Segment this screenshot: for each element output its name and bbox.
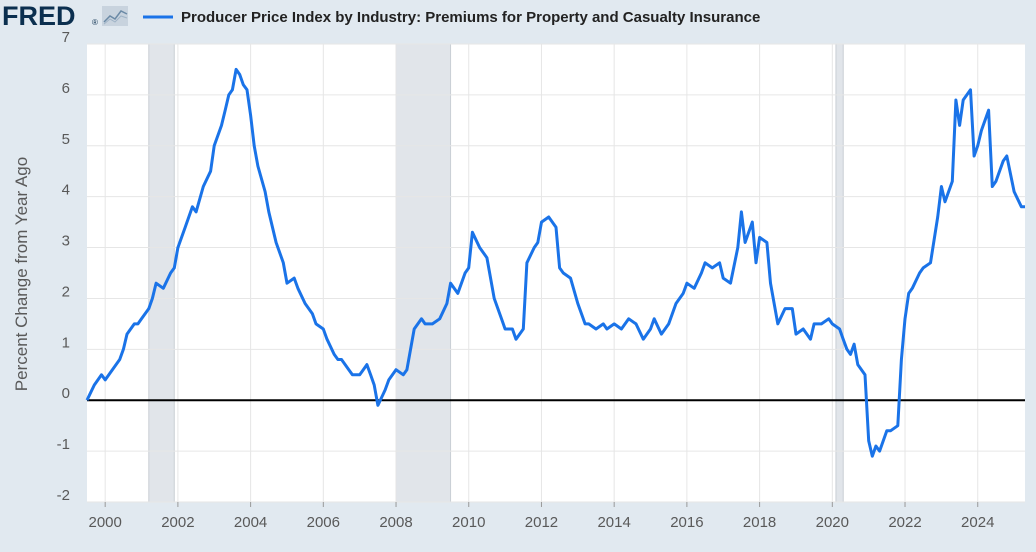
recession-band [835, 43, 844, 503]
x-tick-label: 2016 [670, 514, 703, 531]
fred-chart-icon [102, 6, 128, 26]
y-tick-label: 0 [62, 385, 70, 402]
y-tick-label: 6 [62, 80, 70, 97]
series-line [85, 67, 1025, 458]
x-tick-label: 2000 [88, 514, 121, 531]
x-tick-label: 2020 [816, 514, 849, 531]
x-tick-label: 2018 [743, 514, 776, 531]
legend: Producer Price Index by Industry: Premiu… [143, 9, 760, 26]
y-tick-label: -1 [57, 436, 70, 453]
y-tick-label: 2 [62, 283, 70, 300]
x-tick-label: 2006 [307, 514, 340, 531]
y-axis-label: Percent Change from Year Ago [12, 157, 31, 391]
x-tick-label: 2022 [888, 514, 921, 531]
fred-logo-text: FRED [2, 1, 76, 31]
y-axis-ticks: -2 -1 0 1 2 3 4 5 6 7 [57, 29, 70, 504]
grid-vertical [104, 44, 979, 502]
plot-area [87, 44, 1025, 502]
y-tick-label: 5 [62, 131, 70, 148]
x-axis-ticks: 2000 2002 2004 2006 2008 2010 2012 2014 2016 2018… [88, 502, 994, 531]
fred-logo-mark: ® [92, 18, 98, 27]
x-tick-label: 2012 [525, 514, 558, 531]
x-tick-label: 2024 [961, 514, 994, 531]
x-tick-label: 2014 [597, 514, 630, 531]
fred-logo[interactable]: FRED ® [2, 1, 128, 31]
y-tick-label: -2 [57, 487, 70, 504]
y-tick-label: 3 [62, 233, 70, 250]
grid-horizontal [87, 43, 1025, 503]
y-tick-label: 7 [62, 29, 70, 46]
y-tick-label: 4 [62, 182, 70, 199]
legend-label: Producer Price Index by Industry: Premiu… [181, 9, 760, 26]
recession-band [395, 43, 452, 503]
x-tick-label: 2002 [161, 514, 194, 531]
y-tick-label: 1 [62, 334, 70, 351]
x-tick-label: 2010 [452, 514, 485, 531]
x-tick-label: 2004 [234, 514, 267, 531]
x-tick-label: 2008 [379, 514, 412, 531]
